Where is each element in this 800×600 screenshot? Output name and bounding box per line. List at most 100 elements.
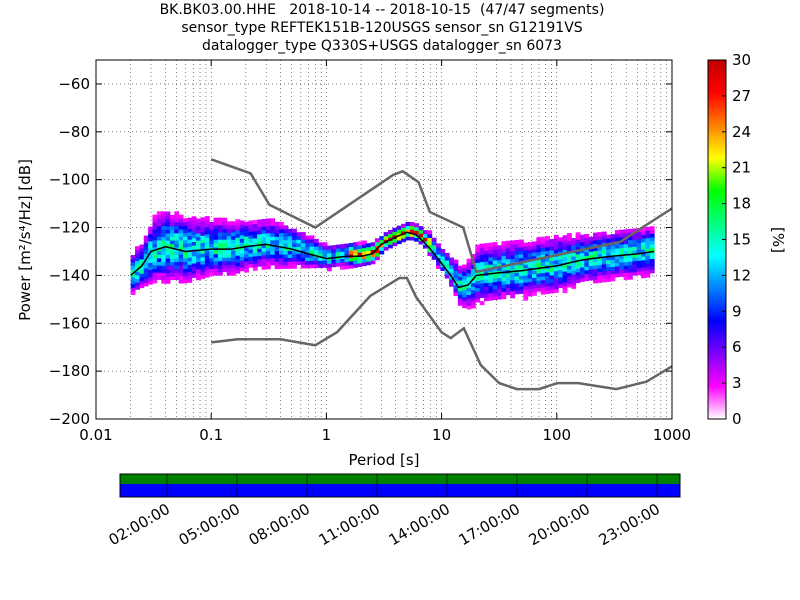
psd-cell [641,249,646,254]
psd-cell [283,264,289,269]
psd-cell [484,282,489,287]
psd-cell [401,234,407,239]
psd-cell [152,246,158,252]
psd-cell [492,249,498,254]
psd-cell [514,272,520,277]
psd-cell [278,236,284,241]
psd-cell [470,282,476,287]
psd-cell [161,229,167,234]
psd-cell [510,247,516,252]
psd-cell [632,260,638,265]
psd-cell [187,275,193,280]
psd-cell [523,296,529,301]
psd-cell [244,261,249,266]
psd-cell [505,280,511,285]
psd-cell [169,229,175,234]
psd-cell [169,247,175,252]
psd-cell [593,246,598,252]
y-tick-label: −100 [49,171,90,189]
psd-cell [440,252,446,257]
psd-cell [510,279,516,284]
psd-cell [488,246,494,251]
psd-cell [610,262,616,267]
psd-cell [427,241,433,246]
psd-cell [261,218,267,224]
psd-cell [588,236,594,241]
psd-cell [309,238,315,244]
psd-cell [488,292,494,297]
psd-cell [545,268,550,273]
psd-cell [562,285,568,290]
psd-cell [545,279,550,284]
psd-cell [226,235,232,240]
psd-cell [161,272,167,277]
psd-cell [606,277,612,282]
psd-cell [222,221,228,226]
psd-cell [187,224,193,229]
psd-cell [575,232,581,237]
psd-cell [152,239,158,244]
psd-cell [619,244,625,249]
psd-cell [322,242,328,247]
psd-cell [156,218,162,223]
psd-cell [444,256,450,261]
psd-cell [488,260,494,265]
psd-cell [265,265,271,270]
psd-cell [191,255,197,260]
psd-cell [235,258,241,263]
psd-cell [379,246,385,251]
psd-cell [566,276,572,281]
psd-cell [501,266,507,271]
psd-cell [562,253,568,258]
psd-cell [527,274,533,279]
psd-cell [436,264,441,269]
psd-cell [300,246,306,251]
psd-cell [501,251,507,257]
psd-cell [357,248,363,253]
psd-cell [571,256,577,261]
psd-cell [558,258,564,264]
psd-cell [156,257,162,262]
psd-cell [545,275,550,280]
psd-cell [584,273,590,278]
psd-cell [510,294,516,299]
psd-cell [492,295,498,301]
psd-cell [287,239,293,244]
psd-cell [322,245,328,250]
psd-cell [505,240,511,245]
psd-cell [366,246,372,251]
psd-cell [527,256,533,261]
psd-cell [466,265,472,270]
psd-cell [457,294,463,299]
psd-cell [636,238,642,243]
psd-cell [231,232,236,237]
psd-cell [148,273,153,278]
psd-cell [200,267,206,272]
psd-cell [274,247,280,252]
psd-cell [143,242,149,247]
psd-cell [204,230,210,235]
psd-cell [161,258,167,263]
psd-cell [457,269,463,274]
psd-cell [601,231,607,236]
psd-cell [549,256,555,262]
psd-cell [239,260,245,265]
psd-cell [204,216,210,221]
psd-cell [523,282,529,287]
psd-cell [265,236,271,241]
psd-cell [597,232,603,237]
psd-cell [518,264,524,269]
psd-cell [213,253,219,258]
psd-cell [217,217,223,222]
psd-cell [588,244,594,249]
psd-cell [514,257,520,263]
psd-cell [409,225,415,230]
psd-cell [527,277,533,283]
psd-cell [217,257,223,262]
psd-cell [562,278,568,283]
psd-cell [614,258,620,263]
psd-cell [235,230,241,235]
psd-cell [449,271,454,276]
psd-cell [178,275,184,280]
